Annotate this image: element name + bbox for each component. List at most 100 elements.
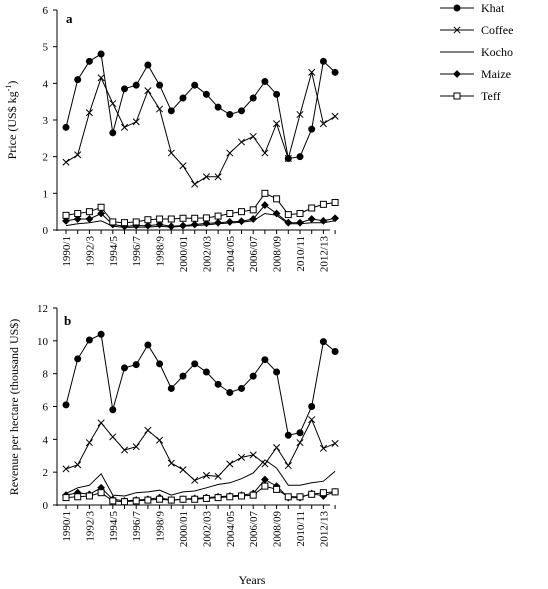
panel-a-maize-point	[167, 222, 176, 231]
panel-a-maize-point	[202, 219, 211, 228]
panel-a-x-tick-label: 1996/7	[131, 236, 143, 267]
panel-b-teff-point	[121, 498, 128, 506]
panel-b-teff-point	[156, 495, 164, 503]
panel-a-x-ticks: 1990/1 1992/3 1994/5 1996/7 1998/9 2000/01 200…	[61, 230, 336, 273]
panel-b-khat-point	[191, 360, 199, 368]
panel-b-coffee-point	[191, 476, 199, 484]
panel-b-x-tick-label: 2002/03	[201, 511, 213, 548]
legend-label-teff: Teff	[481, 89, 501, 103]
legend-item-teff: Teff	[440, 89, 501, 103]
panel-a-teff-point	[109, 218, 117, 226]
panel-a-maize-point	[97, 209, 106, 218]
panel-b-coffee-point	[214, 472, 222, 480]
panel-a-teff-point	[156, 215, 164, 223]
panel-a-coffee-point	[144, 87, 152, 95]
panel-a-x-tick-label: 1994/5	[108, 236, 120, 267]
panel-b-khat-point	[319, 338, 327, 346]
panel-a-series-kocho	[65, 212, 336, 228]
panel-a-khat-point	[144, 61, 152, 69]
panel-a-khat-point	[273, 90, 281, 98]
panel-a-x-tick-label: 2004/05	[225, 236, 237, 273]
panel-a-maize-point	[249, 215, 258, 223]
panel-a-coffee-point	[284, 154, 292, 163]
panel-a-khat-point	[85, 57, 93, 65]
panel-a-khat-point	[191, 81, 199, 89]
panel-b-coffee-point	[167, 459, 175, 467]
panel-a-maize-point	[284, 218, 293, 227]
panel-b-teff-point	[238, 492, 245, 500]
panel-a-maize-point	[73, 215, 82, 223]
panel-a-khat-line	[65, 53, 336, 160]
panel-b-khat-point	[273, 368, 281, 376]
panel-a-y-ticks: 0 1 2 3 4 5 6	[43, 5, 57, 237]
panel-b-teff-point	[249, 491, 257, 499]
panel-a-coffee-point	[132, 118, 140, 126]
panel-a-khat-point	[261, 78, 269, 85]
panel-a-y-tick-label: 0	[43, 225, 49, 237]
panel-b-khat-point	[202, 368, 210, 376]
panel-b-coffee-point	[319, 444, 327, 452]
panel-a-teff-point	[226, 210, 234, 217]
panel-a-teff-point	[214, 212, 222, 220]
panel-b-coffee-point	[308, 416, 316, 424]
panel-a-series-teff	[62, 189, 339, 227]
panel-a-coffee-point	[273, 120, 281, 128]
panel-b-teff-point	[85, 492, 93, 500]
panel-a-y-tick-label: 1	[43, 188, 49, 200]
panel-b-x-tick-label: 2004/05	[225, 511, 237, 548]
panel-b-coffee-point	[120, 446, 129, 454]
panel-a-khat-point	[226, 111, 234, 118]
panel-b-teff-point	[62, 494, 70, 502]
panel-a-y-tick-label: 3	[43, 115, 49, 127]
legend-marker-maize	[453, 70, 461, 78]
panel-b-x-tick-label: 1990/1	[61, 511, 73, 542]
panel-a-y-tick-label: 5	[43, 42, 49, 54]
panel-a-coffee-point	[120, 123, 129, 131]
panel-a-khat-point	[167, 107, 175, 115]
panel-b-khat-point	[308, 403, 316, 410]
panel-b-y-tick-label: 6	[43, 402, 49, 414]
panel-b-coffee-point	[144, 426, 152, 434]
panel-a-teff-point	[249, 206, 257, 214]
panel-b-x-tick-label: 1992/3	[84, 511, 96, 542]
panel-b-coffee-point	[296, 439, 304, 447]
panel-b-teff-point	[167, 496, 175, 504]
panel-b-khat-point	[156, 360, 164, 368]
panel-a-khat-point	[132, 81, 140, 89]
panel-a-khat-point	[296, 153, 304, 161]
panel-a-coffee-point	[308, 68, 316, 76]
panel-b-y-ticks: 0 2 4 6 8 10 12	[37, 303, 57, 512]
panel-a-maize-point	[225, 218, 234, 226]
panel-a-coffee-point	[296, 110, 304, 119]
panel-b-teff-line	[65, 485, 336, 503]
panel-a-coffee-point	[85, 109, 93, 117]
panel-b-khat-point	[296, 429, 304, 437]
panel-b-x-tick-label: 2008/09	[272, 511, 284, 548]
panel-b-series-teff	[62, 482, 339, 506]
panel-a-x-tick-label: 1990/1	[61, 236, 73, 267]
panel-b-khat-point	[284, 431, 292, 439]
panel-a-coffee-point	[62, 158, 70, 166]
panel-b-coffee-point	[109, 433, 117, 441]
panel-a-maize-point	[155, 220, 164, 229]
panel-a-label: a	[66, 11, 73, 26]
panel-b-x-tick-label: 2010/11	[295, 511, 307, 547]
panel-a-teff-point	[202, 214, 210, 222]
panel-a-teff-point	[319, 200, 327, 208]
panel-b-teff-point	[144, 496, 152, 504]
legend-marker-coffee	[453, 26, 461, 34]
panel-b-coffee-point	[284, 462, 292, 470]
panel-a-khat-point	[62, 123, 70, 131]
panel-b-series-kocho	[65, 459, 336, 497]
legend-item-maize: Maize	[440, 67, 511, 81]
panel-b-teff-point	[331, 488, 339, 496]
legend-label-khat: Khat	[481, 1, 505, 15]
panel-b-khat-point	[249, 372, 257, 380]
panel-a-x-tick-label: 2002/03	[201, 236, 213, 273]
panel-a-coffee-point	[167, 149, 175, 157]
panel-b-khat-point	[85, 336, 93, 344]
panel-a-x-tick-label: 2008/09	[272, 236, 284, 273]
panel-b-x-ticks: 1990/1 1992/3 1994/5 1996/7 1998/9 2000/01 200…	[61, 505, 336, 548]
